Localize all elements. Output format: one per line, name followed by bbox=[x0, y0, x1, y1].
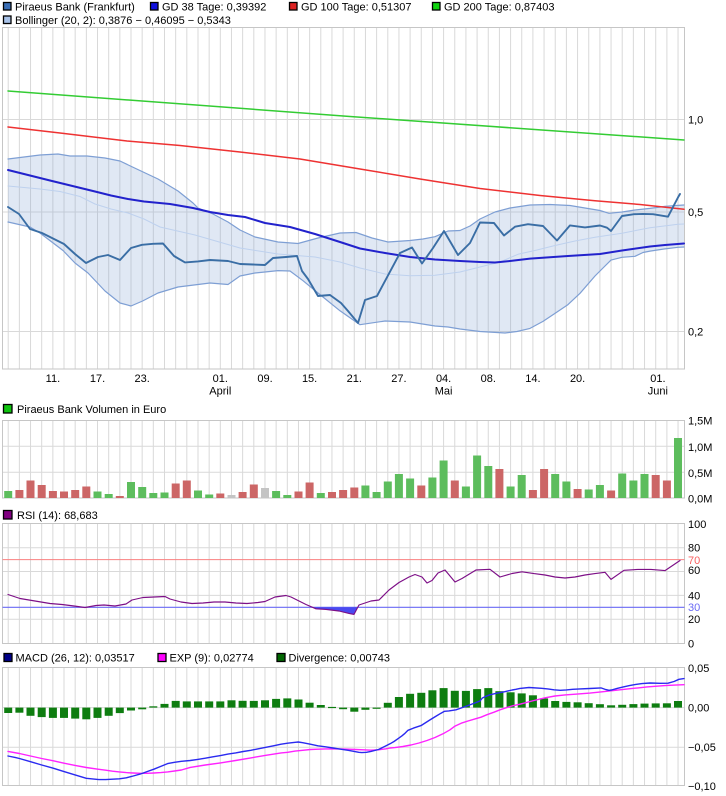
svg-text:40: 40 bbox=[688, 591, 700, 603]
svg-text:1,0: 1,0 bbox=[688, 115, 703, 127]
svg-text:0,0M: 0,0M bbox=[688, 494, 712, 506]
svg-text:EXP (9): 0,02774: EXP (9): 0,02774 bbox=[170, 653, 254, 665]
svg-text:0,00: 0,00 bbox=[688, 703, 709, 715]
svg-text:April: April bbox=[209, 386, 231, 398]
svg-text:Piraeus Bank (Frankfurt): Piraeus Bank (Frankfurt) bbox=[15, 2, 135, 14]
svg-text:Mai: Mai bbox=[435, 386, 453, 398]
svg-text:70: 70 bbox=[688, 555, 700, 567]
svg-text:20: 20 bbox=[688, 614, 700, 626]
svg-text:1,5M: 1,5M bbox=[688, 416, 712, 428]
svg-text:17.: 17. bbox=[90, 373, 105, 385]
svg-text:MACD (26, 12): 0,03517: MACD (26, 12): 0,03517 bbox=[16, 653, 135, 665]
svg-text:21.: 21. bbox=[347, 373, 362, 385]
svg-text:0,2: 0,2 bbox=[688, 327, 703, 339]
svg-text:0: 0 bbox=[688, 639, 694, 651]
svg-text:11.: 11. bbox=[46, 373, 60, 385]
svg-text:27.: 27. bbox=[391, 373, 406, 385]
svg-text:20.: 20. bbox=[570, 373, 585, 385]
svg-text:60: 60 bbox=[688, 565, 700, 577]
svg-text:08.: 08. bbox=[481, 373, 496, 385]
svg-text:−0,05: −0,05 bbox=[688, 742, 716, 754]
svg-text:100: 100 bbox=[688, 519, 706, 531]
svg-text:04.: 04. bbox=[436, 373, 451, 385]
svg-text:0,5M: 0,5M bbox=[688, 468, 712, 480]
svg-text:Piraeus Bank Volumen in Euro: Piraeus Bank Volumen in Euro bbox=[17, 404, 166, 416]
svg-text:01.: 01. bbox=[650, 373, 665, 385]
svg-text:80: 80 bbox=[688, 543, 700, 555]
svg-text:01.: 01. bbox=[213, 373, 228, 385]
svg-text:30: 30 bbox=[688, 602, 700, 614]
svg-text:0,05: 0,05 bbox=[688, 663, 709, 675]
svg-text:GD 200 Tage: 0,87403: GD 200 Tage: 0,87403 bbox=[444, 2, 555, 14]
svg-text:GD 100 Tage: 0,51307: GD 100 Tage: 0,51307 bbox=[301, 2, 412, 14]
svg-text:14.: 14. bbox=[525, 373, 540, 385]
svg-text:1,0M: 1,0M bbox=[688, 442, 712, 454]
svg-text:RSI (14): 68,683: RSI (14): 68,683 bbox=[17, 510, 98, 522]
svg-text:0,5: 0,5 bbox=[688, 207, 703, 219]
svg-text:09.: 09. bbox=[257, 373, 272, 385]
svg-text:−0,10: −0,10 bbox=[688, 781, 716, 793]
svg-text:GD 38 Tage: 0,39392: GD 38 Tage: 0,39392 bbox=[162, 2, 266, 14]
svg-text:Juni: Juni bbox=[648, 386, 668, 398]
svg-text:23.: 23. bbox=[135, 373, 150, 385]
svg-text:Divergence: 0,00743: Divergence: 0,00743 bbox=[289, 653, 391, 665]
svg-text:15.: 15. bbox=[302, 373, 317, 385]
svg-text:Bollinger (20, 2): 0,3876 − 0,: Bollinger (20, 2): 0,3876 − 0,46095 − 0,… bbox=[15, 15, 231, 27]
